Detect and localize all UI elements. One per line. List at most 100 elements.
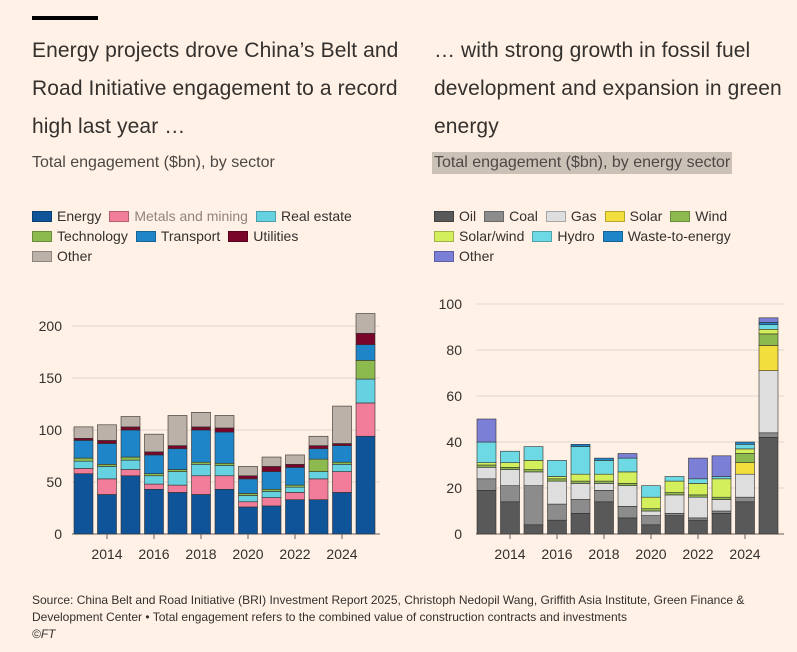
bar-segment-oil-2022 xyxy=(688,519,708,535)
legend-label: Utilities xyxy=(253,228,299,244)
ft-credit: ©FT xyxy=(32,627,56,641)
legend-swatch-metals-and-mining xyxy=(109,210,130,222)
bar-segment-hydro-2014 xyxy=(500,450,520,463)
legend-swatch-real-estate xyxy=(255,210,276,222)
legend-swatch-wind xyxy=(670,210,691,222)
bar-segment-coal-2021 xyxy=(664,513,685,516)
left-sector-chart: 0 50 100 150 200 2014 2016 2018 2020 2022 2024 xyxy=(39,313,380,562)
bar-segment-gas-2025 xyxy=(758,370,779,434)
ft-brand-bar xyxy=(32,16,98,20)
bar-segment-hydro-2018 xyxy=(594,460,614,475)
x-tick-label: 2022 xyxy=(279,546,310,562)
bar-segment-metals-and-mining-2018 xyxy=(191,475,211,495)
bar-segment-utilities-2021 xyxy=(261,466,282,472)
legend-label: Metals and mining xyxy=(134,208,248,224)
y-tick-label: 100 xyxy=(39,422,63,438)
bar-segment-other-2017 xyxy=(167,415,188,446)
y-tick-label: 80 xyxy=(446,342,462,358)
bar-segment-oil-2018 xyxy=(594,501,614,535)
bar-segment-utilities-2024 xyxy=(332,443,352,446)
bar-segment-hydro-2013 xyxy=(476,441,497,464)
bar-segment-other-2013 xyxy=(73,426,94,439)
bar-segment-transport-2016 xyxy=(144,454,164,474)
x-tick-label: 2016 xyxy=(541,546,572,562)
bar-segment-transport-2021 xyxy=(261,471,282,490)
bar-segment-utilities-2020 xyxy=(238,475,258,480)
bar-segment-hydro-2021 xyxy=(664,476,685,482)
bar-segment-metals-and-mining-2017 xyxy=(167,484,188,493)
bar-segment-hydro-2020 xyxy=(641,485,661,498)
bar-segment-transport-2018 xyxy=(191,429,211,463)
x-tick-label: 2024 xyxy=(326,546,357,562)
x-tick-label: 2022 xyxy=(682,546,713,562)
legend-label: Solar xyxy=(629,208,663,224)
bar-segment-coal-2019 xyxy=(617,506,638,519)
bar-segment-solar-wind-2015 xyxy=(523,460,544,470)
y-tick-label: 60 xyxy=(446,388,462,404)
bar-segment-gas-2018 xyxy=(594,483,614,491)
bar-segment-gas-2019 xyxy=(617,485,638,507)
bar-segment-solar-wind-2018 xyxy=(594,473,614,482)
bar-segment-solar-wind-2013 xyxy=(476,462,497,466)
legend-item-real-estate: Real estate xyxy=(255,206,352,226)
legend-item-hydro: Hydro xyxy=(532,226,595,246)
bar-segment-wind-2017 xyxy=(570,480,591,484)
bar-segment-utilities-2017 xyxy=(167,445,188,450)
bar-segment-technology-2022 xyxy=(285,484,305,488)
bar-segment-oil-2025 xyxy=(758,437,779,535)
bar-segment-oil-2021 xyxy=(664,515,685,535)
bar-segment-coal-2022 xyxy=(688,517,708,521)
bar-segment-other-2021 xyxy=(261,456,282,467)
bar-segment-coal-2016 xyxy=(547,503,567,521)
bar-segment-gas-2013 xyxy=(476,467,497,480)
bar-segment-transport-2025 xyxy=(355,344,376,361)
bar-segment-energy-2015 xyxy=(120,475,141,535)
y-tick-label: 0 xyxy=(54,526,62,542)
legend-label: Real estate xyxy=(280,208,352,224)
bar-segment-oil-2023 xyxy=(711,513,732,535)
bar-segment-other-2022 xyxy=(285,454,305,465)
bar-segment-oil-2019 xyxy=(617,517,638,535)
bar-segment-transport-2024 xyxy=(332,445,352,463)
y-tick-label: 200 xyxy=(39,318,63,334)
bar-segment-energy-2024 xyxy=(332,492,352,535)
legend-item-transport: Transport xyxy=(135,226,221,246)
legend-label: Gas xyxy=(570,208,597,224)
bar-segment-utilities-2025 xyxy=(355,332,376,346)
bar-segment-wind-2022 xyxy=(688,494,708,498)
bar-segment-other-2024 xyxy=(332,405,352,444)
y-tick-label: 50 xyxy=(46,474,62,490)
y-tick-label: 0 xyxy=(454,526,462,542)
legend-label: Wind xyxy=(695,208,728,224)
bar-segment-coal-2025 xyxy=(758,432,779,438)
legend-swatch-coal xyxy=(484,210,505,222)
bar-segment-metals-and-mining-2015 xyxy=(120,469,141,477)
legend-label: Oil xyxy=(459,208,477,224)
bar-segment-other-2019 xyxy=(617,453,638,459)
legend-swatch-energy xyxy=(32,210,52,222)
bar-segment-energy-2023 xyxy=(308,499,329,535)
bar-segment-energy-2019 xyxy=(214,488,235,535)
bar-segment-metals-and-mining-2021 xyxy=(261,497,282,507)
bar-segment-transport-2023 xyxy=(308,448,329,460)
bar-segment-solar-wind-2017 xyxy=(570,473,591,482)
legend-swatch-gas xyxy=(545,210,566,222)
bar-segment-gas-2014 xyxy=(500,469,520,487)
bar-segment-energy-2021 xyxy=(261,505,282,535)
bar-segment-coal-2024 xyxy=(735,496,755,503)
right-chart-legend: Oil Coal Gas Solar Wind Solar/wind Hydro Waste-… xyxy=(434,206,784,266)
right-chart-subtitle: Total engagement ($bn), by energy sector xyxy=(432,152,733,174)
bar-segment-real-estate-2023 xyxy=(308,471,329,480)
legend-swatch-utilities xyxy=(228,230,249,242)
bar-segment-solar-wind-2019 xyxy=(617,471,638,484)
bar-segment-transport-2019 xyxy=(214,431,235,464)
bar-segment-waste-to-energy-2025 xyxy=(758,322,779,326)
legend-swatch-other xyxy=(434,250,454,262)
legend-label: Transport xyxy=(160,228,221,244)
bar-segment-oil-2024 xyxy=(735,501,755,535)
bar-segment-waste-to-energy-2017 xyxy=(570,444,591,447)
legend-item-other: Other xyxy=(434,246,494,266)
y-tick-label: 20 xyxy=(446,480,462,496)
bar-segment-technology-2020 xyxy=(238,493,258,496)
bar-segment-oil-2016 xyxy=(547,519,567,535)
